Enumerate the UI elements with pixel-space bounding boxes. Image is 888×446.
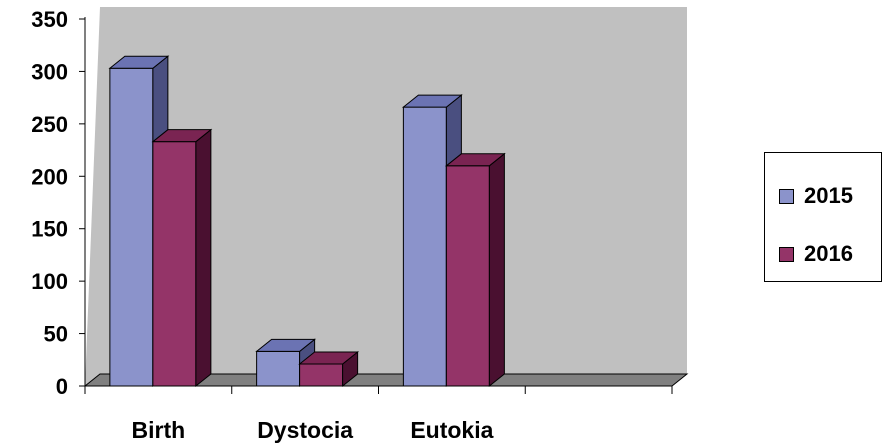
- bar-top: [151, 129, 213, 143]
- y-tick-label: 0: [56, 374, 68, 399]
- legend-label-2015: 2015: [804, 183, 853, 208]
- y-tick-label: 50: [44, 322, 68, 347]
- bar-side: [488, 152, 505, 388]
- bar-side: [195, 128, 212, 388]
- legend-swatch-2015: [779, 188, 794, 204]
- legend-label-2016: 2016: [804, 241, 853, 266]
- legend-item-2015: 2015: [779, 185, 853, 207]
- bar-front: [445, 165, 490, 387]
- x-category-label: Eutokia: [410, 417, 493, 443]
- bar-dystocia-2016: [298, 350, 360, 388]
- bar-front: [109, 67, 154, 387]
- x-axis-categories: Birth Dystocia Eutokia: [132, 417, 494, 443]
- bar-front: [256, 350, 301, 387]
- back-wall: [85, 7, 687, 386]
- plot-area: [83, 7, 689, 387]
- y-tick-label: 200: [31, 164, 68, 189]
- bar-eutokia-2016: [444, 152, 506, 388]
- legend-item-2016: 2016: [779, 243, 853, 265]
- y-axis-ticks: 0 50 100 150 200 250 300 350: [31, 7, 85, 399]
- x-category-label: Dystocia: [257, 417, 353, 443]
- y-tick-label: 250: [31, 112, 68, 137]
- bar-front: [402, 106, 447, 387]
- bars-group: [108, 55, 506, 388]
- bar-birth-2016: [151, 128, 213, 388]
- x-category-label: Birth: [132, 417, 186, 443]
- y-tick-label: 350: [31, 7, 68, 32]
- y-tick-label: 150: [31, 217, 68, 242]
- y-tick-label: 300: [31, 59, 68, 84]
- legend-swatch-2016: [779, 246, 794, 262]
- legend: 2015 2016: [764, 152, 882, 282]
- bar-top: [401, 94, 463, 108]
- bar-front: [152, 141, 197, 387]
- bar-top: [108, 55, 170, 69]
- bar-front: [299, 363, 344, 387]
- bar-top: [444, 153, 506, 167]
- bar-top: [255, 338, 317, 352]
- y-tick-label: 100: [31, 269, 68, 294]
- axes-group: [84, 17, 673, 394]
- bar-top: [298, 351, 360, 365]
